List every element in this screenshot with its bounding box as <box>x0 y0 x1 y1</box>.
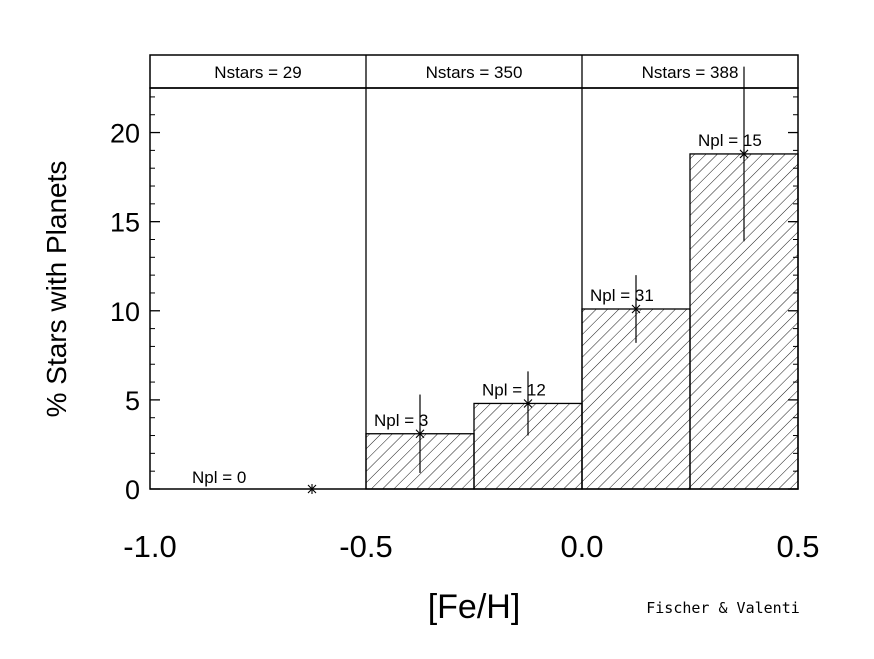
x-tick-label-0: -1.0 <box>123 529 176 564</box>
y-tick-label-3: 15 <box>110 208 140 238</box>
marker-2 <box>523 398 533 409</box>
error-bars <box>307 66 749 494</box>
bin-label-0: Npl = 0 <box>192 468 246 487</box>
axis-ticks: 0 5 10 15 20 -1.0 -0.5 0.0 0.5 <box>110 96 820 564</box>
y-axis-label: % Stars with Planets <box>41 161 72 418</box>
y-tick-label-1: 5 <box>125 386 140 416</box>
plot-frame <box>149 87 799 490</box>
group-label-0: Nstars = 29 <box>214 63 301 82</box>
credit-text: Fischer & Valenti <box>646 599 800 617</box>
marker-4 <box>739 148 749 159</box>
y-tick-label-2: 10 <box>110 297 140 327</box>
y-tick-label-0: 0 <box>125 475 140 505</box>
bin-label-4: Npl = 15 <box>698 131 762 150</box>
axes <box>149 87 799 490</box>
x-axis-label: [Fe/H] <box>428 588 521 626</box>
group-dividers <box>365 55 583 489</box>
bin-label-3: Npl = 31 <box>590 286 654 305</box>
x-tick-label-2: 0.0 <box>560 529 603 564</box>
bin-label-1: Npl = 3 <box>374 411 428 430</box>
group-label-1: Nstars = 350 <box>426 63 523 82</box>
y-tick-label-4: 20 <box>110 119 140 149</box>
x-tick-label-3: 0.5 <box>776 529 819 564</box>
x-tick-label-1: -0.5 <box>339 529 392 564</box>
marker-1 <box>415 428 425 439</box>
group-header: Nstars = 29 Nstars = 350 Nstars = 388 <box>149 54 799 89</box>
bin-labels: Npl = 0 Npl = 3 Npl = 12 Npl = 31 Npl = 15 <box>192 131 762 487</box>
group-label-2: Nstars = 388 <box>642 63 739 82</box>
bin-label-2: Npl = 12 <box>482 380 546 399</box>
marker-3 <box>631 303 641 314</box>
